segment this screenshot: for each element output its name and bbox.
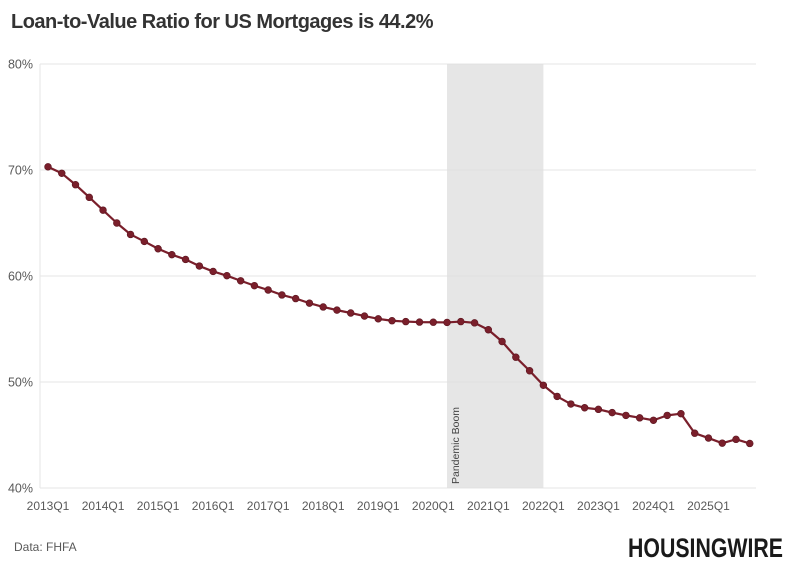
svg-text:50%: 50% xyxy=(8,376,33,390)
svg-text:HOUSINGWIRE: HOUSINGWIRE xyxy=(628,533,783,563)
svg-text:2019Q1: 2019Q1 xyxy=(357,499,400,513)
svg-text:2025Q1: 2025Q1 xyxy=(687,499,730,513)
svg-text:2020Q1: 2020Q1 xyxy=(412,499,455,513)
svg-text:40%: 40% xyxy=(8,482,33,496)
svg-text:2023Q1: 2023Q1 xyxy=(577,499,620,513)
svg-text:2013Q1: 2013Q1 xyxy=(27,499,70,513)
svg-text:Data: FHFA: Data: FHFA xyxy=(14,540,77,554)
svg-text:2021Q1: 2021Q1 xyxy=(467,499,510,513)
svg-text:2016Q1: 2016Q1 xyxy=(192,499,235,513)
svg-text:Pandemic Boom: Pandemic Boom xyxy=(450,407,462,484)
svg-text:2024Q1: 2024Q1 xyxy=(632,499,675,513)
svg-text:2018Q1: 2018Q1 xyxy=(302,499,345,513)
svg-text:60%: 60% xyxy=(8,270,33,284)
svg-text:2022Q1: 2022Q1 xyxy=(522,499,565,513)
svg-text:2014Q1: 2014Q1 xyxy=(82,499,125,513)
svg-text:80%: 80% xyxy=(8,58,33,72)
svg-text:70%: 70% xyxy=(8,164,33,178)
svg-text:2015Q1: 2015Q1 xyxy=(137,499,180,513)
svg-text:2017Q1: 2017Q1 xyxy=(247,499,290,513)
